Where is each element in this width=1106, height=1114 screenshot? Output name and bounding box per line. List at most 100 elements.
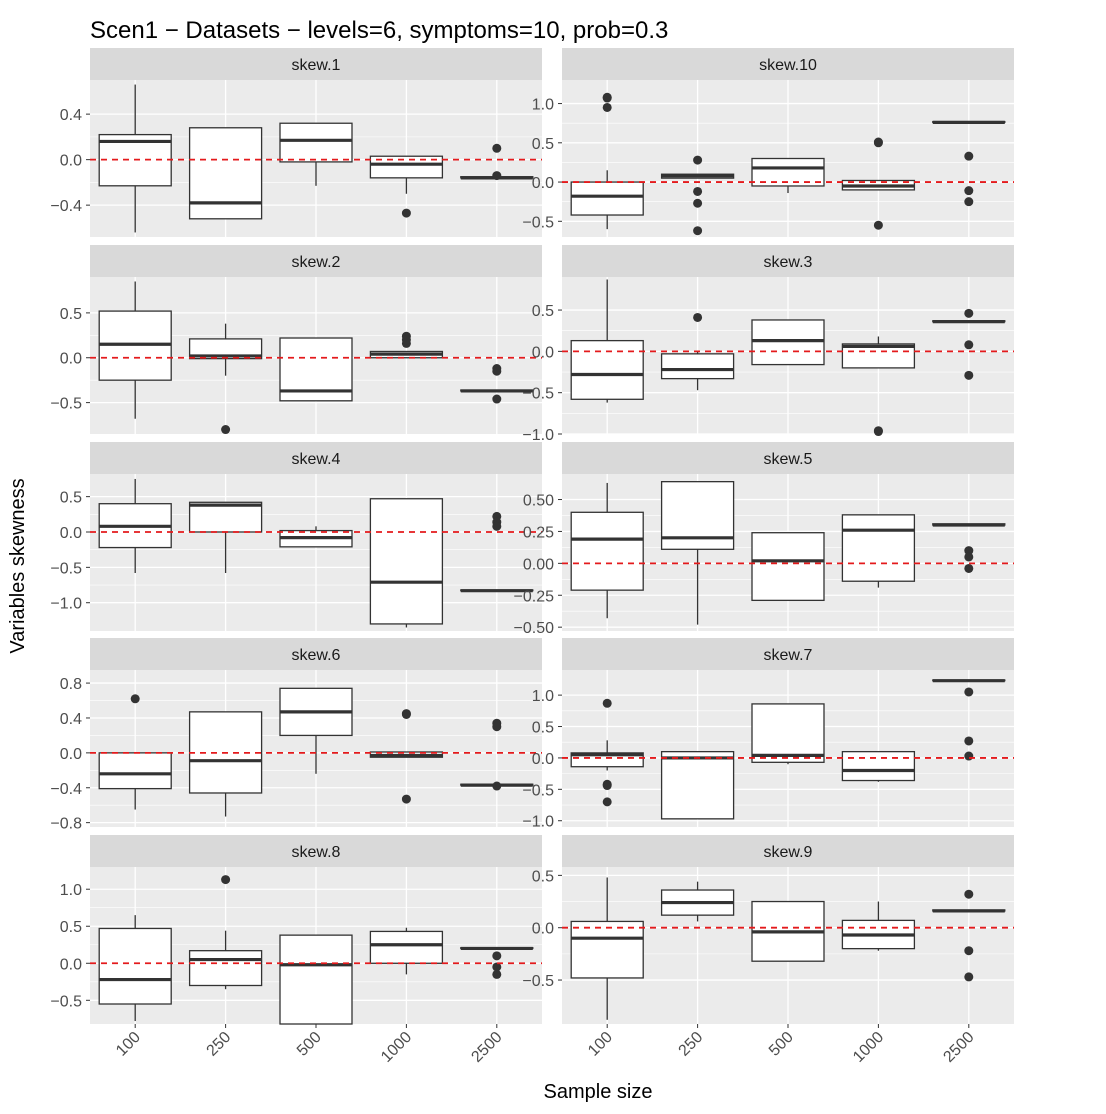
box-body <box>188 950 263 987</box>
box-body <box>570 920 644 979</box>
facet-strip <box>562 638 1014 670</box>
y-tick-label: 0.00 <box>523 556 554 573</box>
outlier-point <box>401 709 411 719</box>
y-tick-label: −1.0 <box>522 427 554 444</box>
box-100 <box>570 279 644 403</box>
box-250 <box>660 881 735 922</box>
box-body <box>841 343 916 369</box>
y-tick-label: 0.25 <box>523 524 554 541</box>
box-2500 <box>460 511 534 593</box>
box-100 <box>570 482 644 619</box>
outlier-point <box>492 143 502 153</box>
outlier-point <box>964 736 974 746</box>
facet-label: skew.3 <box>764 254 813 271</box>
outlier-point <box>693 198 703 208</box>
y-axis-label: Variables skewness <box>7 478 29 653</box>
outlier-point <box>492 781 502 791</box>
facet-strip <box>90 245 542 277</box>
facet-panel: skew.4 −1.0 −0.5 0.0 0.5 <box>50 442 542 631</box>
y-tick-label: −0.4 <box>50 781 82 798</box>
box-250 <box>660 481 735 625</box>
box-2500 <box>932 523 1006 573</box>
box-500 <box>751 532 825 602</box>
y-tick-label: 0.0 <box>60 351 82 368</box>
y-tick-label: −0.8 <box>50 816 82 833</box>
box-body <box>98 752 172 790</box>
outlier-point <box>693 186 703 196</box>
box-2500 <box>460 143 534 181</box>
y-tick-label: 0.5 <box>60 306 82 323</box>
facet-panels: skew.1−0.40.00.4skew.10−0.50.00.51.0skew… <box>50 48 1014 1066</box>
outlier-point <box>401 794 411 804</box>
facet-panel: skew.2 −0.5 0.0 0.5 <box>50 245 542 435</box>
facet-panel: skew.9 −0.5 0.0 0.5 100 250 500 1000 2500 <box>522 835 1014 1066</box>
x-tick-label: 1000 <box>378 1029 415 1066</box>
y-tick-label: 0.0 <box>60 525 82 542</box>
box-body <box>188 127 263 220</box>
y-tick-label: 0.4 <box>60 107 82 124</box>
x-tick-label: 500 <box>766 1029 797 1060</box>
box-1000 <box>841 336 916 437</box>
box-100 <box>98 281 172 419</box>
box-2500 <box>932 308 1006 380</box>
box-1000 <box>841 750 916 782</box>
box-500 <box>751 900 825 962</box>
box-1000 <box>369 709 444 804</box>
outlier-point <box>964 972 974 982</box>
outlier-point <box>401 208 411 218</box>
box-100 <box>570 877 644 1020</box>
y-tick-label: −0.5 <box>522 386 554 403</box>
box-100 <box>98 694 172 810</box>
facet-panel: skew.8 −0.5 0.0 0.5 1.0 100 250 500 1000 2500 <box>50 835 542 1066</box>
outlier-point <box>873 137 883 147</box>
y-tick-label: 0.0 <box>532 921 554 938</box>
outlier-point <box>964 308 974 318</box>
box-2500 <box>932 889 1006 982</box>
box-body <box>660 750 735 820</box>
box-1000 <box>841 514 916 588</box>
box-2500 <box>460 946 534 979</box>
outlier-point <box>693 155 703 165</box>
outlier-point <box>964 687 974 697</box>
facet-label: skew.5 <box>764 451 813 468</box>
box-body <box>570 181 644 216</box>
box-250 <box>188 323 263 435</box>
outlier-point <box>964 546 974 556</box>
x-tick-label: 250 <box>676 1029 707 1060</box>
facet-panel: skew.6 −0.8 −0.4 0.0 0.4 0.8 <box>50 638 542 833</box>
box-body <box>279 122 353 163</box>
y-tick-label: 0.8 <box>60 676 82 693</box>
box-500 <box>279 337 353 402</box>
y-tick-label: 0.5 <box>532 720 554 737</box>
box-body <box>188 501 263 533</box>
y-tick-label: 0.5 <box>532 136 554 153</box>
box-1000 <box>369 498 444 628</box>
y-tick-label: 0.5 <box>60 919 82 936</box>
y-tick-label: −0.4 <box>50 198 82 215</box>
y-tick-label: 0.5 <box>532 868 554 885</box>
box-100 <box>570 698 644 807</box>
box-body <box>570 339 644 400</box>
box-1000 <box>369 927 444 975</box>
facet-panel: skew.7 −1.0 −0.5 0.0 0.5 1.0 <box>522 638 1014 831</box>
facet-panel: skew.1 −0.4 0.0 0.4 <box>50 48 542 237</box>
x-tick-label: 250 <box>204 1029 235 1060</box>
outlier-point <box>964 186 974 196</box>
outlier-point <box>401 335 411 345</box>
facet-panel: skew.3 −1.0 −0.5 0.0 0.5 <box>522 245 1014 444</box>
outlier-point <box>492 969 502 979</box>
box-2500 <box>932 120 1006 207</box>
box-body <box>841 750 916 782</box>
facet-strip <box>562 48 1014 80</box>
outlier-point <box>221 875 231 885</box>
outlier-point <box>964 889 974 899</box>
box-500 <box>279 526 353 548</box>
box-body <box>369 155 444 179</box>
y-tick-label: −0.5 <box>522 973 554 990</box>
facet-strip <box>90 835 542 867</box>
box-500 <box>751 319 825 366</box>
y-tick-label: 1.0 <box>532 97 554 114</box>
y-tick-label: −0.5 <box>522 782 554 799</box>
box-250 <box>188 875 263 990</box>
y-tick-label: −0.5 <box>522 214 554 231</box>
